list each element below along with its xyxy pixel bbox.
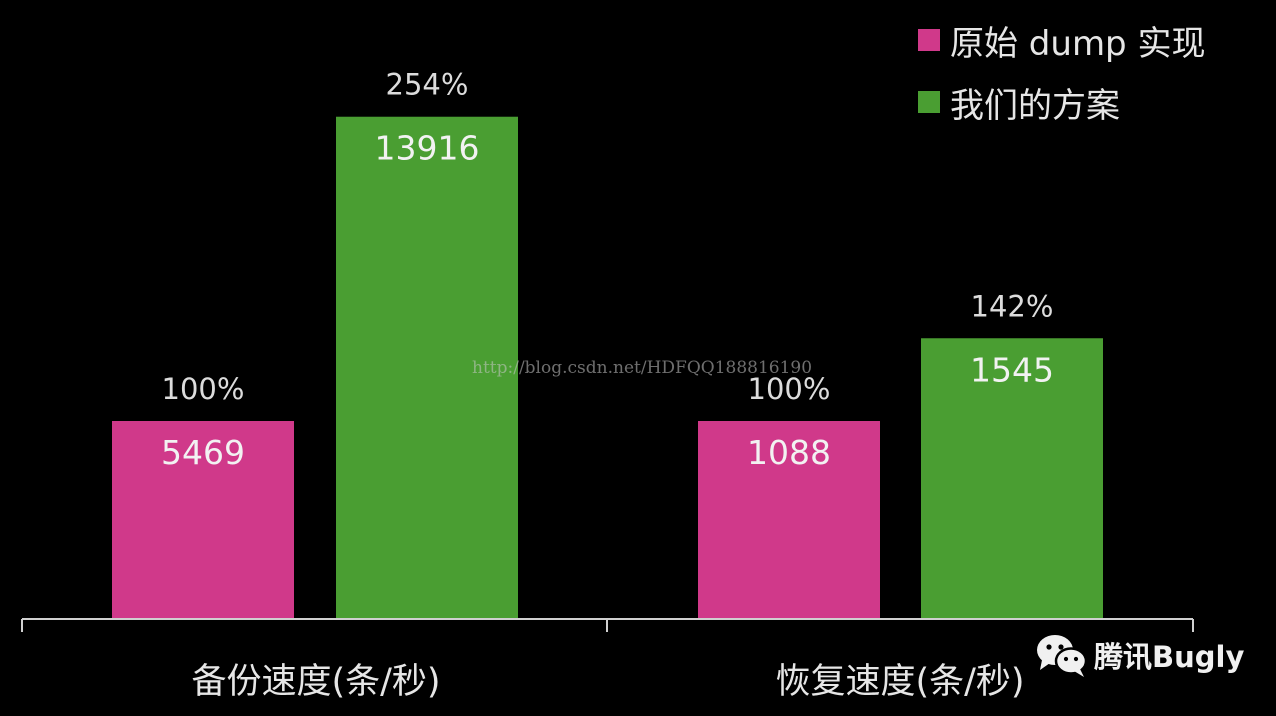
brand-watermark: 腾讯Bugly: [1034, 632, 1244, 678]
x-tick-label-1: 恢复速度(条/秒): [775, 662, 1024, 702]
brand-text: 腾讯Bugly: [1094, 640, 1245, 674]
legend-label-ours: 我们的方案: [950, 85, 1120, 126]
legend-label-original: 原始 dump 实现: [950, 23, 1206, 64]
bar-percent-label-0-1: 254%: [386, 68, 469, 102]
bar-1-1: [921, 338, 1103, 618]
legend-swatch-ours: [918, 91, 940, 113]
bar-0-0: [112, 421, 294, 618]
bar-1-0: [698, 421, 880, 618]
bar-percent-label-0-0: 100%: [162, 372, 245, 406]
legend-swatch-original: [918, 29, 940, 51]
bar-value-label-0-1: 13916: [375, 129, 480, 168]
bar-value-label-0-0: 5469: [161, 433, 245, 472]
legend-item-original: 原始 dump 实现: [918, 20, 1205, 64]
bar-0-1: [336, 116, 518, 619]
bar-value-label-1-1: 1545: [970, 350, 1054, 389]
legend-item-ours: 我们的方案: [918, 82, 1205, 126]
bar-percent-label-1-1: 142%: [971, 289, 1054, 323]
bar-percent-label-1-0: 100%: [748, 372, 831, 406]
chart-legend: 原始 dump 实现 我们的方案: [918, 20, 1205, 144]
watermark-url: http://blog.csdn.net/HDFQQ188816190: [472, 358, 813, 378]
x-tick-label-0: 备份速度(条/秒): [191, 662, 440, 702]
wechat-icon: [1037, 635, 1088, 677]
bar-value-label-1-0: 1088: [747, 433, 831, 472]
